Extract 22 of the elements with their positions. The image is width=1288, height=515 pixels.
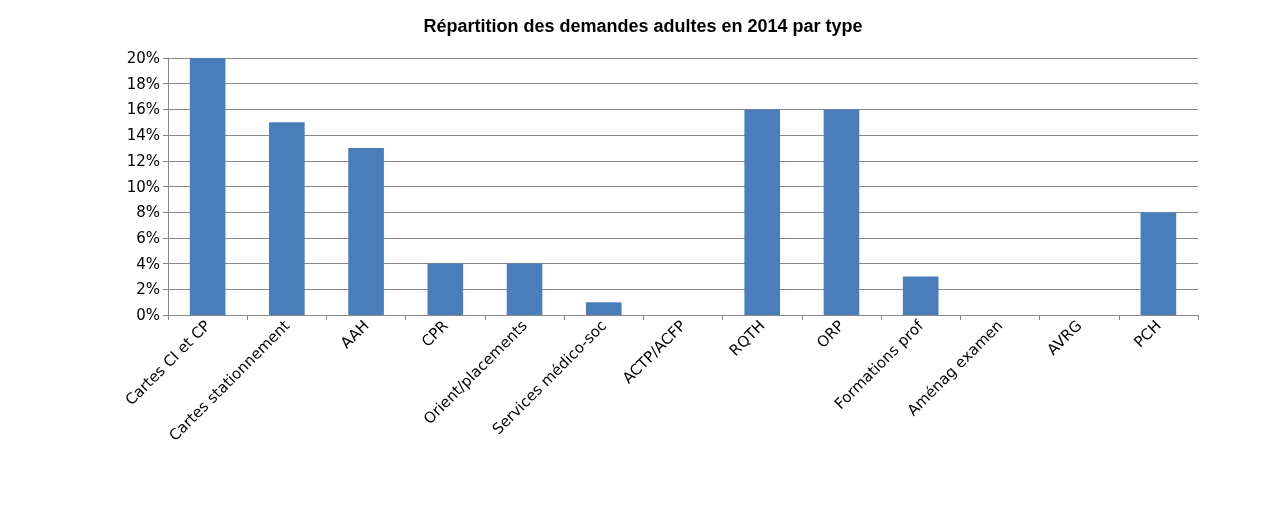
y-tick-label: 14% — [126, 126, 160, 145]
bar — [744, 109, 781, 315]
y-tick-label: 10% — [126, 177, 160, 196]
y-tick-label: 8% — [136, 203, 160, 222]
bar — [823, 109, 860, 315]
y-tick-label: 18% — [126, 74, 160, 93]
bar — [506, 263, 543, 315]
bar — [189, 58, 226, 315]
bar — [427, 263, 464, 315]
y-tick-label: 6% — [136, 228, 160, 247]
y-tick-label: 16% — [126, 100, 160, 119]
y-tick-label: 2% — [136, 280, 160, 299]
y-tick-label: 12% — [126, 151, 160, 170]
bar — [585, 302, 622, 315]
bar — [1140, 212, 1177, 315]
y-tick-label: 4% — [136, 254, 160, 273]
y-tick-label: 20% — [126, 49, 160, 67]
bar — [269, 122, 305, 315]
chart-title: Répartition des demandes adultes en 2014 par type — [423, 16, 863, 36]
y-tick-label: 0% — [136, 306, 160, 324]
bar — [902, 276, 939, 315]
bar — [348, 147, 384, 315]
